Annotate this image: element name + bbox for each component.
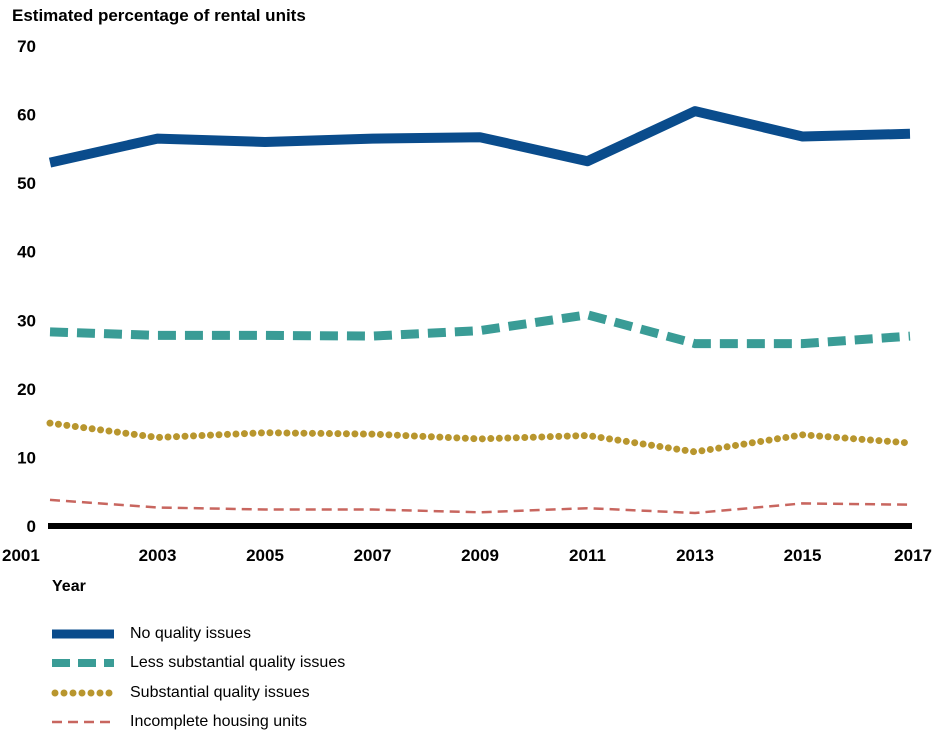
legend-label: Incomplete housing units	[130, 713, 307, 731]
series-line-incomplete-housing-units	[50, 500, 910, 513]
series-line-substantial-quality-issues	[50, 423, 910, 452]
x-tick-label: 2003	[139, 546, 177, 565]
legend-swatch-less-substantial	[50, 653, 116, 673]
x-tick-label: 2007	[354, 546, 392, 565]
x-tick-label: 2011	[569, 546, 606, 565]
y-tick-label: 60	[17, 106, 36, 125]
y-tick-label: 70	[17, 37, 36, 56]
y-tick-label: 30	[17, 311, 36, 330]
legend-label: No quality issues	[130, 625, 251, 643]
legend-swatch-substantial	[50, 683, 116, 703]
legend-label: Substantial quality issues	[130, 684, 310, 702]
x-axis-title: Year	[52, 578, 86, 596]
y-tick-label: 50	[17, 174, 36, 193]
legend-item-substantial: Substantial quality issues	[50, 678, 345, 708]
legend-swatch-incomplete-housing	[50, 712, 116, 732]
y-tick-label: 20	[17, 380, 36, 399]
x-tick-label: 2013	[676, 546, 714, 565]
x-tick-label: 2005	[246, 546, 284, 565]
y-axis-title: Estimated percentage of rental units	[12, 6, 306, 26]
y-tick-label: 40	[17, 243, 36, 262]
series-line-less-substantial-quality-issues	[50, 315, 910, 344]
x-tick-label: 2001	[2, 546, 40, 565]
x-tick-label: 2017	[894, 546, 932, 565]
x-tick-label: 2009	[461, 546, 499, 565]
series-line-no-quality-issues	[50, 111, 910, 163]
series-lines	[50, 111, 910, 513]
legend-item-no-quality-issues: No quality issues	[50, 619, 345, 649]
x-axis-ticks: 2001 2003 2005 2007 2009 2011 2013 2015 2017	[2, 546, 932, 565]
legend: No quality issues Less substantial quali…	[50, 619, 345, 737]
legend-label: Less substantial quality issues	[130, 654, 345, 672]
legend-swatch-no-quality-issues	[50, 624, 116, 644]
x-tick-label: 2015	[784, 546, 822, 565]
legend-item-less-substantial: Less substantial quality issues	[50, 649, 345, 679]
y-axis-ticks: 0 10 20 30 40 50 60 70	[17, 37, 36, 536]
y-tick-label: 10	[17, 448, 36, 467]
y-tick-label: 0	[27, 517, 36, 536]
